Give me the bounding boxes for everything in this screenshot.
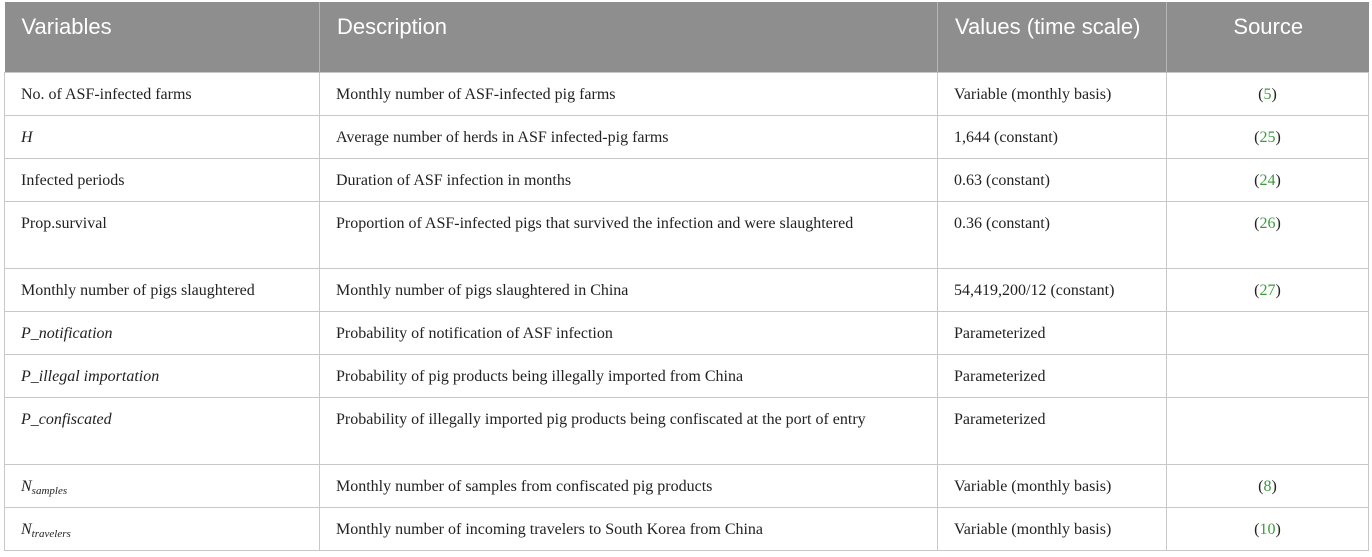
variable-cell: Nsamples xyxy=(4,464,320,508)
description-cell: Monthly number of pigs slaughtered in Ch… xyxy=(319,268,938,312)
variable-symbol: N xyxy=(21,521,32,538)
reference-link[interactable]: 24 xyxy=(1259,172,1276,189)
description-cell: Duration of ASF infection in months xyxy=(319,158,938,202)
source-cell: (24) xyxy=(1166,158,1369,202)
variable-cell: P_illegal importation xyxy=(4,354,320,398)
reference-link[interactable]: 8 xyxy=(1263,478,1272,495)
source-cell: (25) xyxy=(1166,115,1369,159)
table-row: Ntravelers Monthly number of incoming tr… xyxy=(4,507,1369,551)
table-row: Prop.survival Proportion of ASF-infected… xyxy=(4,201,1369,269)
variable-cell: Infected periods xyxy=(4,158,320,202)
header-source: Source xyxy=(1166,2,1369,73)
source-cell: (27) xyxy=(1166,268,1369,312)
source-cell: (5) xyxy=(1166,72,1369,116)
value-cell: 1,644 (constant) xyxy=(937,115,1167,159)
table-header-row: Variables Description Values (time scale… xyxy=(4,2,1369,73)
source-cell xyxy=(1166,397,1369,465)
reference-link[interactable]: 26 xyxy=(1259,215,1276,232)
variable-subscript: samples xyxy=(31,485,68,497)
variable-symbol: N xyxy=(21,478,32,495)
variable-cell: P_notification xyxy=(4,311,320,355)
reference-link[interactable]: 10 xyxy=(1259,521,1276,538)
table-row: Infected periods Duration of ASF infecti… xyxy=(4,158,1369,202)
value-cell: 54,419,200/12 (constant) xyxy=(937,268,1167,312)
description-cell: Monthly number of samples from confiscat… xyxy=(319,464,938,508)
table-row: P_notification Probability of notificati… xyxy=(4,311,1369,355)
description-cell: Monthly number of incoming travelers to … xyxy=(319,507,938,551)
table-row: Monthly number of pigs slaughtered Month… xyxy=(4,268,1369,312)
value-cell: 0.63 (constant) xyxy=(937,158,1167,202)
description-cell: Probability of notification of ASF infec… xyxy=(319,311,938,355)
variables-table: Variables Description Values (time scale… xyxy=(4,2,1369,551)
value-cell: Parameterized xyxy=(937,354,1167,398)
source-cell: (10) xyxy=(1166,507,1369,551)
reference-link[interactable]: 25 xyxy=(1259,129,1276,146)
variable-cell: No. of ASF-infected farms xyxy=(4,72,320,116)
variable-cell: Monthly number of pigs slaughtered xyxy=(4,268,320,312)
description-cell: Monthly number of ASF-infected pig farms xyxy=(319,72,938,116)
source-cell xyxy=(1166,354,1369,398)
variable-cell: Ntravelers xyxy=(4,507,320,551)
description-cell: Proportion of ASF-infected pigs that sur… xyxy=(319,201,938,269)
variable-subscript: travelers xyxy=(31,528,71,540)
table-row: H Average number of herds in ASF infecte… xyxy=(4,115,1369,159)
source-cell: (26) xyxy=(1166,201,1369,269)
source-cell: (8) xyxy=(1166,464,1369,508)
value-cell: 0.36 (constant) xyxy=(937,201,1167,269)
value-cell: Variable (monthly basis) xyxy=(937,507,1167,551)
variable-cell: Prop.survival xyxy=(4,201,320,269)
reference-link[interactable]: 27 xyxy=(1259,282,1276,299)
value-cell: Parameterized xyxy=(937,397,1167,465)
description-cell: Probability of pig products being illega… xyxy=(319,354,938,398)
variable-cell: P_confiscated xyxy=(4,397,320,465)
variable-cell: H xyxy=(4,115,320,159)
description-cell: Probability of illegally imported pig pr… xyxy=(319,397,938,465)
header-description: Description xyxy=(319,2,938,73)
description-cell: Average number of herds in ASF infected-… xyxy=(319,115,938,159)
value-cell: Variable (monthly basis) xyxy=(937,72,1167,116)
value-cell: Variable (monthly basis) xyxy=(937,464,1167,508)
source-cell xyxy=(1166,311,1369,355)
table-row: No. of ASF-infected farms Monthly number… xyxy=(4,72,1369,116)
table-row: Nsamples Monthly number of samples from … xyxy=(4,464,1369,508)
value-cell: Parameterized xyxy=(937,311,1167,355)
table-row: P_illegal importation Probability of pig… xyxy=(4,354,1369,398)
header-variables: Variables xyxy=(4,2,320,73)
reference-link[interactable]: 5 xyxy=(1263,86,1272,103)
table-row: P_confiscated Probability of illegally i… xyxy=(4,397,1369,465)
header-values: Values (time scale) xyxy=(937,2,1167,73)
